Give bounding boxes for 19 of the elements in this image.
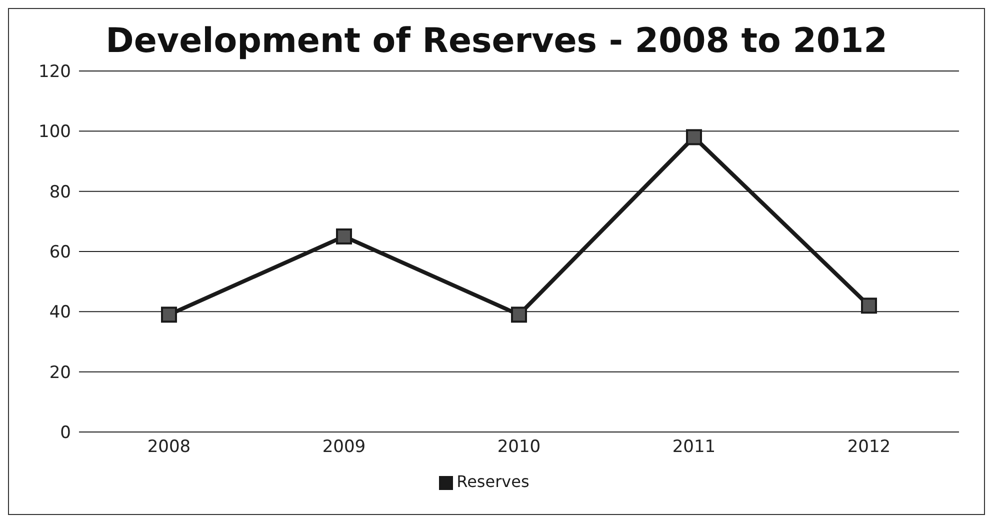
y-tick-label: 100 bbox=[38, 122, 71, 142]
y-tick-label: 0 bbox=[60, 423, 71, 444]
point bbox=[336, 228, 352, 244]
point bbox=[161, 306, 177, 323]
y-tick-label: 60 bbox=[49, 242, 71, 263]
point bbox=[686, 129, 702, 146]
x-tick-label: 2011 bbox=[672, 437, 716, 458]
x-tick-label: 2010 bbox=[497, 437, 541, 458]
y-tick-label: 120 bbox=[38, 62, 71, 82]
legend-label: Reserves bbox=[456, 472, 530, 491]
x-tick-label: 2009 bbox=[322, 437, 366, 458]
chart-title: Development of Reserves - 2008 to 2012 bbox=[104, 21, 888, 61]
x-tick-label: 2012 bbox=[847, 437, 891, 458]
x-tick-label: 2008 bbox=[147, 437, 191, 458]
point bbox=[511, 306, 527, 323]
point bbox=[861, 298, 877, 314]
y-tick-label: 80 bbox=[49, 182, 71, 202]
y-tick-label: 40 bbox=[49, 302, 71, 323]
y-tick-label: 20 bbox=[49, 362, 71, 383]
